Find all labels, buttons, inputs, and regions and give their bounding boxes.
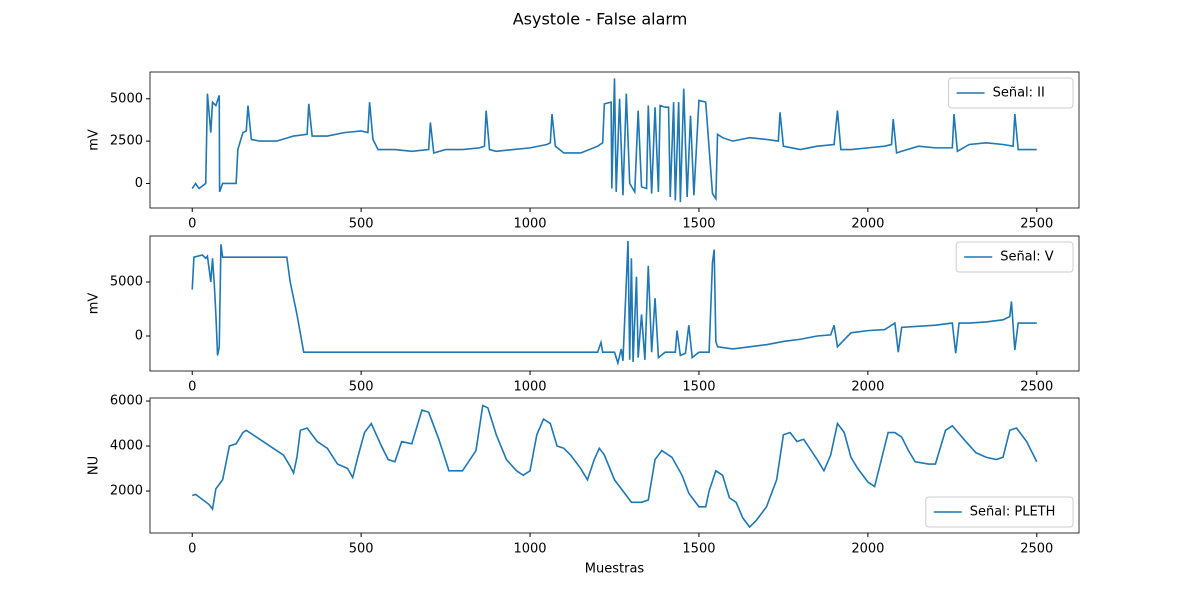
legend-label: Señal: V bbox=[1000, 250, 1054, 265]
x-tick-label: 1000 bbox=[513, 217, 546, 232]
x-tick-label: 0 bbox=[188, 542, 196, 557]
subplot: 0 500 1000 1500 2000 2500 0 5000 mV Señal: V bbox=[87, 235, 1080, 395]
y-tick-label: 6000 bbox=[110, 394, 143, 409]
figure-title: Asystole - False alarm bbox=[513, 10, 688, 29]
x-tick-label: 0 bbox=[188, 380, 196, 395]
y-tick-label: 2500 bbox=[110, 134, 143, 149]
y-axis-label: NU bbox=[87, 456, 102, 475]
legend-box bbox=[955, 241, 1074, 273]
x-tick-label: 2500 bbox=[1020, 380, 1053, 395]
y-tick-label: 0 bbox=[135, 176, 143, 191]
series-line bbox=[191, 404, 1038, 529]
x-tick-label: 2000 bbox=[851, 217, 884, 232]
legend-box bbox=[948, 77, 1074, 109]
x-axis-label: Muestras bbox=[585, 562, 645, 577]
axes-frame bbox=[149, 71, 1080, 209]
x-tick-label: 500 bbox=[349, 542, 374, 557]
axes-frame bbox=[149, 397, 1080, 534]
y-tick-label: 5000 bbox=[110, 275, 143, 290]
legend-label: Señal: PLETH bbox=[970, 505, 1056, 520]
x-tick-label: 500 bbox=[349, 380, 374, 395]
legend-box bbox=[925, 496, 1074, 528]
axes-frame bbox=[149, 235, 1080, 372]
series-line bbox=[191, 78, 1037, 203]
y-axis-label: mV bbox=[87, 129, 102, 151]
y-axis-label: mV bbox=[87, 293, 102, 315]
x-tick-label: 1000 bbox=[513, 542, 546, 557]
y-tick-label: 4000 bbox=[110, 439, 143, 454]
x-tick-label: 1500 bbox=[682, 217, 715, 232]
y-tick-label: 0 bbox=[135, 329, 143, 344]
x-tick-label: 0 bbox=[188, 217, 196, 232]
subplot: 0 500 1000 1500 2000 2500 2000 4000 6000 NU Muestr… bbox=[87, 394, 1080, 577]
x-tick-label: 2500 bbox=[1020, 217, 1053, 232]
series-line bbox=[191, 240, 1037, 367]
y-tick-label: 2000 bbox=[110, 484, 143, 499]
legend-label: Señal: II bbox=[993, 86, 1045, 101]
x-tick-label: 2000 bbox=[851, 542, 884, 557]
y-tick-label: 5000 bbox=[110, 91, 143, 106]
subplot: 0 500 1000 1500 2000 2500 0 2500 5000 mV Señal: II bbox=[87, 71, 1080, 232]
x-tick-label: 1500 bbox=[682, 542, 715, 557]
x-tick-label: 1000 bbox=[513, 380, 546, 395]
x-tick-label: 2000 bbox=[851, 380, 884, 395]
x-tick-label: 1500 bbox=[682, 380, 715, 395]
x-tick-label: 2500 bbox=[1020, 542, 1053, 557]
x-tick-label: 500 bbox=[349, 217, 374, 232]
